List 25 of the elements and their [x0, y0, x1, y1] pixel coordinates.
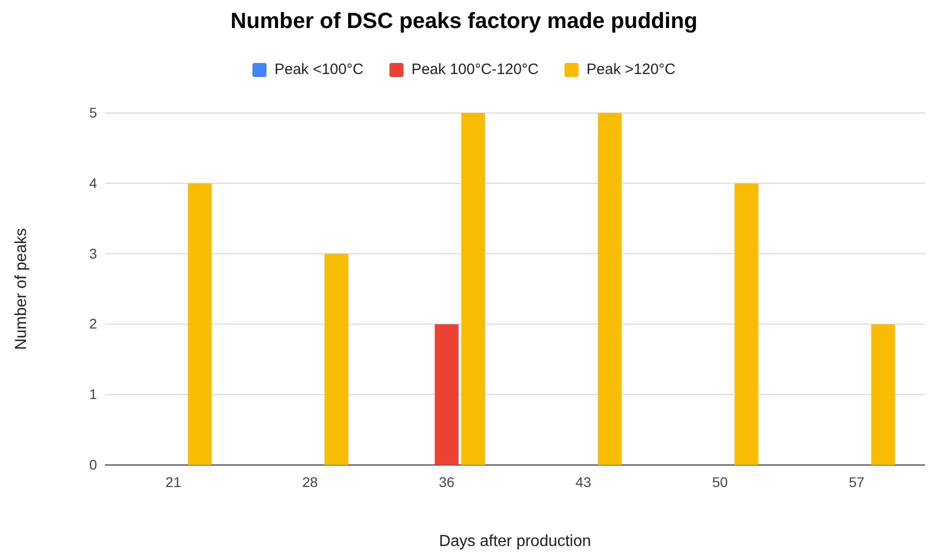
bar	[188, 183, 212, 465]
chart-title: Number of DSC peaks factory made pudding	[230, 8, 698, 33]
y-tick-label: 2	[89, 316, 98, 332]
bar	[324, 254, 348, 465]
y-tick-label: 1	[89, 386, 98, 402]
bar	[871, 324, 896, 465]
legend-label: Peak <100°C	[274, 61, 364, 78]
x-tick-label: 50	[712, 474, 728, 490]
y-axis-title: Number of peaks	[13, 228, 30, 350]
x-tick-label: 57	[848, 474, 865, 490]
x-tick-label: 21	[166, 474, 182, 490]
bar	[734, 183, 758, 465]
y-tick-label: 0	[89, 456, 98, 472]
x-tick-label: 43	[576, 474, 592, 490]
legend-label: Peak 100°C-120°C	[411, 61, 539, 78]
bar	[461, 113, 486, 465]
x-axis-title: Days after production	[438, 533, 592, 550]
legend-label: Peak >120°C	[586, 61, 676, 78]
y-tick-label: 3	[89, 245, 98, 262]
bar	[434, 324, 459, 465]
bar	[598, 113, 622, 465]
y-tick-label: 5	[89, 104, 98, 120]
y-tick-label: 4	[89, 174, 98, 191]
x-tick-label: 36	[438, 474, 455, 490]
x-tick-label: 28	[302, 474, 318, 490]
